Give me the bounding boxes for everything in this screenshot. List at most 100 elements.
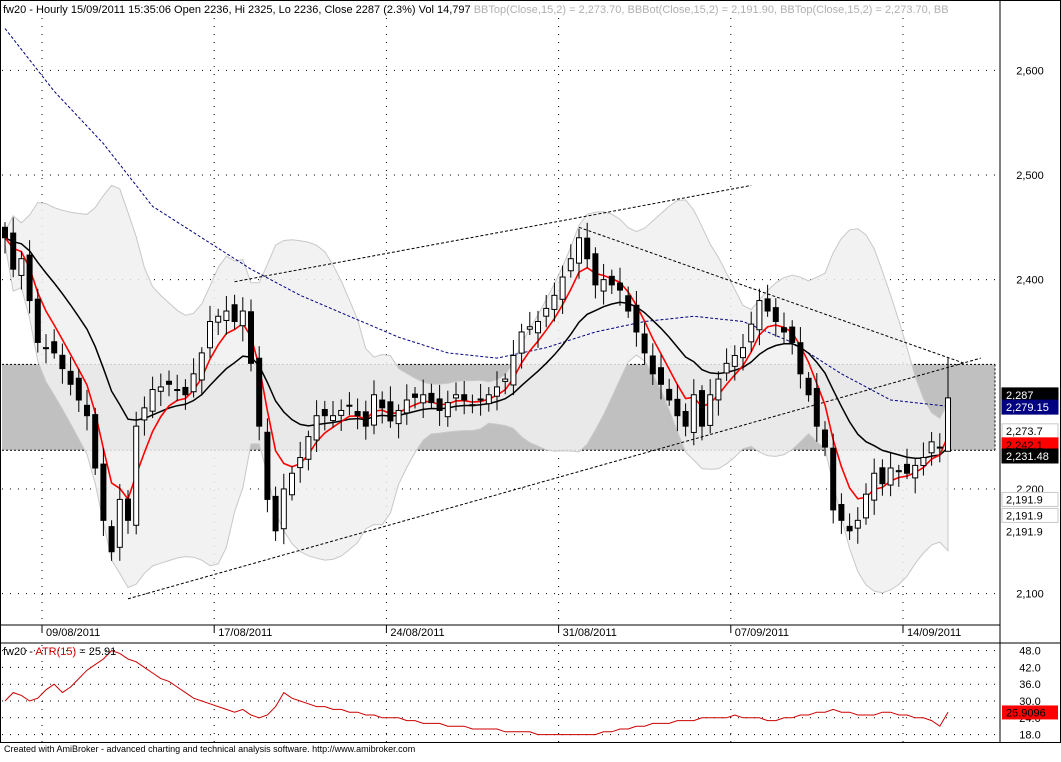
x-axis-tick-label-1: 17/08/2011 [218, 627, 272, 639]
candle-body-100 [822, 429, 828, 448]
candle-body-58 [477, 398, 484, 401]
candle-body-23 [190, 373, 197, 393]
right-value-label-6: 2,191.9 [1006, 494, 1043, 506]
ema-slow-line [4, 237, 949, 459]
candle-body-77 [633, 304, 640, 333]
candle-body-93 [764, 298, 771, 312]
candle-body-70 [576, 237, 582, 264]
bollinger-band-area [4, 184, 949, 594]
candle-body-86 [707, 394, 714, 426]
candle-body-111 [912, 464, 919, 479]
price-axis-tick-label: 2,600 [1016, 65, 1044, 77]
candle-body-97 [797, 342, 804, 375]
price-axis-tick-label: 2,500 [1016, 170, 1044, 182]
bbtop-legend-2: BBTop(Close,15,2) = 2,273.70, [780, 4, 934, 16]
candle-body-3 [26, 254, 33, 302]
candle-body-26 [215, 315, 222, 323]
bbtop-legend: BBTop(Close,15,2) = 2,273.70, [474, 4, 628, 16]
candle-body-94 [772, 307, 779, 323]
candle-body-40 [330, 415, 336, 422]
right-value-label-box-1 [1001, 399, 1059, 415]
candle-body-106 [871, 472, 878, 501]
right-value-label-box-7 [1001, 507, 1059, 523]
right-value-label-7: 2,191.9 [1006, 510, 1043, 522]
candle-body-69 [567, 258, 574, 272]
candle-body-38 [313, 415, 320, 441]
candle-body-67 [551, 294, 558, 310]
atr-header-dash: - [26, 646, 35, 658]
candle-body-110 [904, 463, 910, 474]
candle-body-0 [2, 226, 8, 239]
candle-body-113 [928, 441, 935, 454]
atr-chart-header: fw20 - ATR(15) = 25.91 [3, 646, 116, 658]
candle-body-24 [198, 352, 205, 381]
candle-body-84 [690, 394, 697, 433]
atr-header-indicator: ATR(15) [35, 646, 76, 658]
trend-line-falling-resistance [578, 226, 965, 364]
right-value-label-box-5 [1001, 448, 1059, 464]
candle-body-25 [207, 321, 213, 349]
candle-body-92 [756, 300, 763, 331]
price-chart-header: fw20 - Hourly 15/09/2011 15:35:06 Open 2… [3, 4, 949, 16]
atr-series-line [4, 650, 949, 736]
candle-body-30 [248, 311, 254, 364]
candle-body-99 [813, 387, 820, 427]
candle-body-18 [149, 389, 156, 412]
right-value-label-box-6 [1001, 491, 1059, 507]
candle-body-43 [354, 410, 361, 417]
candle-body-44 [362, 411, 369, 427]
candle-body-2 [18, 258, 25, 276]
x-axis-tick-label-5: 14/09/2011 [907, 627, 961, 639]
bb-legend-truncated: BB [934, 4, 949, 16]
candle-body-46 [379, 399, 386, 409]
candle-body-31 [256, 357, 263, 427]
candle-body-53 [436, 398, 443, 411]
candle-body-114 [936, 446, 943, 449]
candle-body-33 [272, 495, 279, 532]
candle-body-21 [174, 389, 181, 392]
atr-axis-tick-label: 18.0 [1019, 730, 1040, 742]
candle-body-76 [625, 295, 632, 312]
right-value-label-5: 2,231.48 [1006, 451, 1049, 463]
right-value-label-8: 2,191.9 [1006, 526, 1043, 538]
candle-body-87 [715, 378, 722, 401]
candle-body-78 [641, 333, 648, 354]
candle-body-8 [67, 370, 74, 385]
candle-body-71 [584, 237, 591, 260]
atr-header-value: = 25.91 [76, 646, 116, 658]
candle-body-48 [395, 409, 402, 425]
candle-body-88 [723, 362, 730, 374]
candle-body-42 [346, 404, 353, 407]
footer-credit: Created with AmiBroker - advanced charti… [4, 744, 416, 754]
candle-body-35 [289, 472, 295, 496]
candle-body-32 [264, 431, 271, 500]
candle-body-45 [371, 394, 377, 426]
bbbot-legend: BBBot(Close,15,2) = 2,191.90, [628, 4, 781, 16]
atr-header-symbol: fw20 [3, 646, 26, 658]
candle-body-10 [84, 404, 90, 417]
candle-body-112 [920, 457, 927, 466]
candle-body-13 [108, 526, 115, 553]
candle-body-15 [125, 498, 131, 521]
x-axis-tick-label-3: 31/08/2011 [563, 627, 617, 639]
candle-body-82 [674, 398, 681, 417]
price-axis-tick-label: 2,100 [1016, 589, 1044, 601]
candle-body-89 [731, 355, 738, 367]
candle-body-66 [543, 307, 550, 317]
candle-body-115 [945, 397, 951, 452]
candle-body-105 [863, 493, 869, 519]
candle-body-103 [846, 525, 853, 532]
candle-body-6 [51, 341, 58, 354]
candle-body-36 [297, 457, 304, 469]
right-value-label-1: 2,279.15 [1006, 402, 1049, 414]
candle-body-28 [231, 304, 238, 322]
candle-body-104 [854, 519, 861, 529]
candle-body-65 [535, 321, 541, 334]
candle-body-68 [559, 276, 566, 300]
atr-axis-tick-label: 36.0 [1019, 679, 1040, 691]
candle-body-91 [748, 323, 755, 343]
candle-body-37 [305, 436, 312, 460]
candle-body-11 [92, 414, 99, 469]
